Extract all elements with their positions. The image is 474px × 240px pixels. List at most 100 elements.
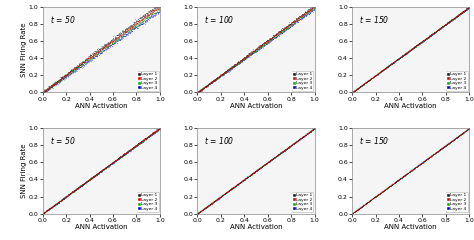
- Point: [265, 160, 273, 164]
- Point: [62, 74, 69, 78]
- Point: [308, 9, 315, 13]
- Point: [254, 47, 261, 51]
- Point: [463, 128, 470, 132]
- Point: [362, 81, 369, 84]
- Point: [250, 49, 258, 53]
- Point: [267, 37, 274, 41]
- Point: [118, 155, 125, 159]
- Point: [374, 71, 382, 75]
- Point: [59, 75, 67, 79]
- Point: [448, 18, 456, 22]
- Point: [208, 79, 215, 83]
- Point: [303, 132, 310, 136]
- Point: [372, 195, 379, 198]
- Point: [455, 13, 463, 17]
- Point: [295, 137, 303, 141]
- Point: [198, 209, 205, 213]
- Point: [449, 17, 457, 21]
- Point: [433, 29, 441, 32]
- Point: [410, 167, 417, 171]
- Point: [123, 150, 130, 154]
- Point: [108, 40, 116, 44]
- Point: [121, 29, 128, 32]
- Point: [273, 153, 281, 157]
- Point: [56, 75, 64, 79]
- Point: [269, 157, 277, 161]
- Point: [261, 163, 268, 167]
- Point: [250, 49, 257, 53]
- Point: [81, 61, 88, 65]
- Point: [150, 7, 158, 11]
- Point: [84, 56, 92, 60]
- Point: [142, 14, 149, 18]
- Point: [265, 40, 273, 44]
- Point: [93, 53, 100, 57]
- Point: [202, 84, 210, 88]
- Point: [45, 207, 53, 211]
- Point: [397, 55, 404, 59]
- Point: [217, 195, 225, 198]
- Point: [299, 135, 307, 139]
- Point: [113, 34, 121, 37]
- Point: [451, 137, 459, 141]
- Point: [57, 76, 65, 79]
- Point: [254, 168, 262, 172]
- Point: [386, 184, 394, 188]
- Point: [109, 37, 116, 41]
- Point: [369, 75, 377, 79]
- Point: [300, 11, 308, 15]
- Point: [89, 52, 96, 56]
- Point: [414, 43, 421, 47]
- Point: [464, 128, 471, 132]
- Point: [367, 77, 375, 81]
- Point: [384, 186, 392, 189]
- Point: [57, 198, 64, 202]
- Point: [431, 151, 438, 155]
- Point: [39, 212, 46, 216]
- Point: [392, 58, 400, 62]
- Point: [39, 211, 46, 215]
- Point: [279, 149, 287, 153]
- Point: [384, 65, 392, 69]
- Point: [364, 79, 371, 83]
- Point: [46, 206, 54, 210]
- Point: [402, 173, 410, 177]
- Point: [457, 133, 465, 137]
- Point: [397, 176, 404, 180]
- Point: [223, 68, 231, 72]
- Point: [245, 54, 253, 58]
- Point: [46, 84, 53, 88]
- Point: [249, 171, 256, 175]
- Point: [285, 24, 293, 27]
- Point: [417, 162, 424, 166]
- Point: [97, 169, 105, 173]
- Point: [284, 27, 292, 30]
- Point: [383, 66, 391, 70]
- Point: [349, 90, 356, 94]
- Point: [218, 73, 226, 77]
- Point: [113, 36, 121, 40]
- Point: [128, 29, 136, 33]
- Point: [236, 181, 244, 185]
- Point: [105, 44, 113, 48]
- Point: [415, 42, 423, 46]
- Point: [442, 144, 450, 147]
- Point: [107, 41, 114, 45]
- Point: [209, 78, 217, 82]
- Point: [246, 53, 253, 57]
- Point: [451, 137, 459, 140]
- Point: [250, 171, 258, 175]
- Point: [105, 45, 112, 48]
- Point: [247, 50, 255, 54]
- Point: [387, 63, 394, 66]
- Point: [217, 195, 225, 199]
- Point: [269, 33, 277, 37]
- Point: [281, 148, 288, 152]
- Point: [83, 57, 91, 61]
- Point: [82, 181, 89, 185]
- Point: [356, 85, 364, 89]
- Point: [441, 144, 449, 148]
- Point: [102, 166, 109, 170]
- Point: [361, 203, 368, 206]
- Point: [446, 141, 454, 144]
